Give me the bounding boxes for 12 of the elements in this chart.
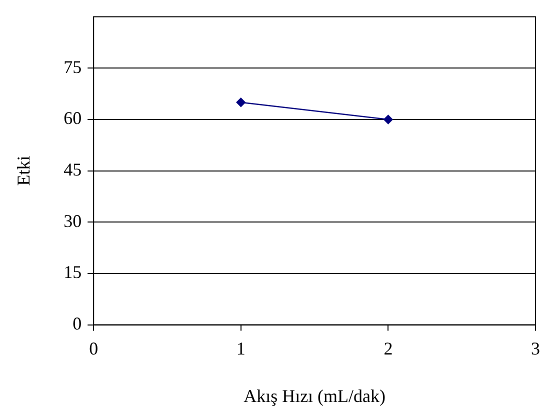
y-axis-title: Etki bbox=[14, 156, 34, 186]
y-tick-label: 0 bbox=[72, 314, 82, 334]
y-tick-label: 45 bbox=[64, 160, 82, 180]
y-tick-label: 60 bbox=[64, 108, 82, 128]
x-tick-label: 1 bbox=[236, 338, 246, 358]
y-tick-label: 75 bbox=[64, 56, 82, 77]
x-tick-label: 3 bbox=[531, 338, 540, 358]
y-tick-label: 30 bbox=[64, 210, 82, 231]
x-tick-label: 2 bbox=[384, 338, 393, 358]
x-axis-title: Akış Hızı (mL/dak) bbox=[244, 386, 386, 406]
x-tick-label: 0 bbox=[89, 338, 98, 358]
y-tick-label: 15 bbox=[64, 262, 82, 282]
